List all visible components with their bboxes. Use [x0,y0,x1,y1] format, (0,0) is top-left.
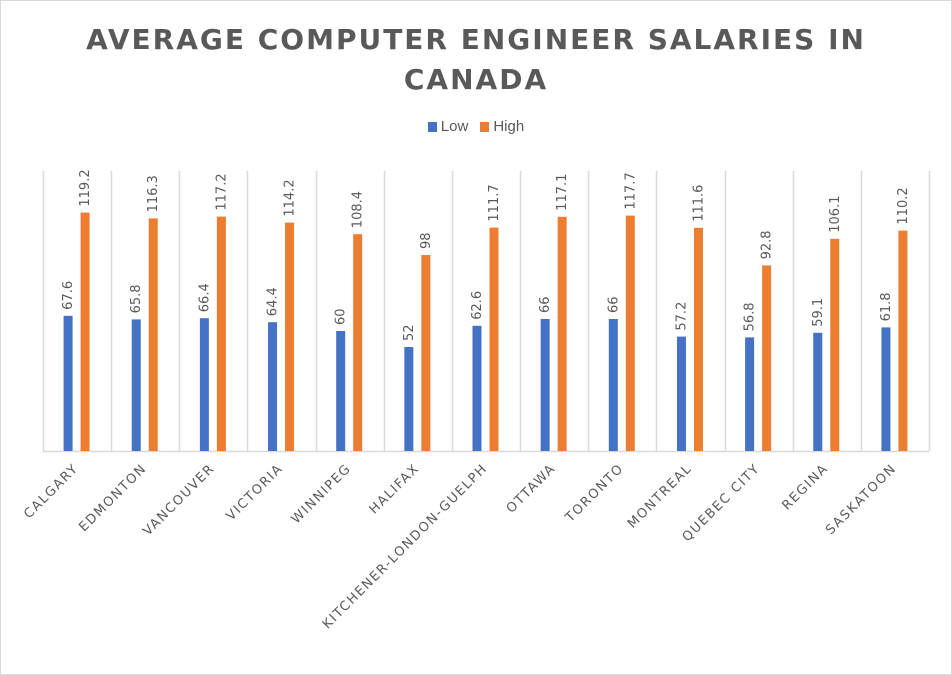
bar-high-montreal [693,227,703,451]
x-tick-label: TORONTO [562,461,627,526]
legend-item-low: Low [427,118,469,135]
x-tick-label: OTTAWA [504,461,559,516]
bar-low-vancouver [199,318,209,451]
data-label-low: 66.4 [197,283,212,312]
legend-label-high: High [493,118,525,135]
data-label-low: 66 [606,296,621,313]
legend: Low High [0,118,952,135]
bar-high-winnipeg [353,234,363,451]
data-label-low: 56.8 [743,302,758,331]
bar-high-saskatoon [898,230,908,451]
data-label-high: 116.3 [146,175,161,212]
bar-high-ottawa [557,216,567,451]
x-tick-label: VANCOUVER [140,461,218,539]
bar-low-victoria [268,322,278,451]
data-label-high: 108.4 [351,191,366,228]
data-label-low: 52 [402,324,417,341]
data-label-low: 57.2 [674,302,689,331]
x-tick-label: VICTORIA [224,461,287,524]
chart-title-line-2: CANADA [403,63,549,96]
bar-high-regina [830,238,840,451]
legend-swatch-high [480,121,490,132]
data-label-low: 60 [334,308,349,325]
x-tick-label: MONTREAL [625,461,695,531]
bar-low-saskatoon [881,327,891,451]
x-tick-label: SASKATOON [823,461,900,538]
legend-swatch-low [427,121,437,132]
bar-low-montreal [676,336,686,451]
bar-low-winnipeg [336,331,346,451]
data-label-low: 62.6 [470,291,485,320]
data-label-low: 65.8 [129,284,144,313]
data-label-high: 117.7 [623,172,638,209]
data-label-high: 110.2 [896,187,911,224]
legend-item-high: High [480,118,524,135]
x-tick-label: EDMONTON [76,461,150,535]
x-tick-label: REGINA [779,461,831,513]
bar-high-edmonton [148,218,158,451]
data-label-low: 64.4 [266,287,281,316]
bar-low-kitchener-london-guelph [472,325,482,451]
data-label-high: 98 [419,232,434,249]
data-label-high: 111.7 [487,184,502,221]
data-label-low: 67.6 [61,281,76,310]
data-label-low: 61.8 [879,292,894,321]
bar-low-edmonton [131,319,141,451]
data-label-low: 66 [538,296,553,313]
bar-high-victoria [285,222,295,451]
bar-high-toronto [625,215,635,451]
chart-title-line-1: AVERAGE COMPUTER ENGINEER SALARIES IN [86,23,866,56]
data-label-high: 117.1 [555,174,570,211]
bar-low-calgary [63,315,73,451]
bar-low-ottawa [540,319,550,451]
legend-label-low: Low [440,118,469,135]
chart-title: AVERAGE COMPUTER ENGINEER SALARIES IN CA… [0,20,952,100]
bar-low-toronto [608,319,618,451]
data-label-low: 59.1 [811,298,826,327]
bar-low-regina [813,332,823,451]
data-label-high: 92.8 [760,230,775,259]
data-label-high: 119.2 [78,169,93,206]
x-tick-label: HALIFAX [367,461,423,517]
x-tick-label: CALGARY [21,461,82,522]
bar-low-halifax [404,347,414,451]
bar-high-quebec-city [762,265,772,451]
data-label-high: 117.2 [214,173,229,210]
bar-high-vancouver [216,216,226,451]
bar-high-kitchener-london-guelph [489,227,499,451]
bar-high-calgary [80,212,90,451]
x-tick-label: WINNIPEG [289,461,355,527]
data-label-high: 106.1 [828,196,843,233]
bar-low-quebec-city [745,337,755,451]
data-label-high: 111.6 [691,185,706,222]
bar-high-halifax [421,255,431,451]
data-label-high: 114.2 [283,179,298,216]
